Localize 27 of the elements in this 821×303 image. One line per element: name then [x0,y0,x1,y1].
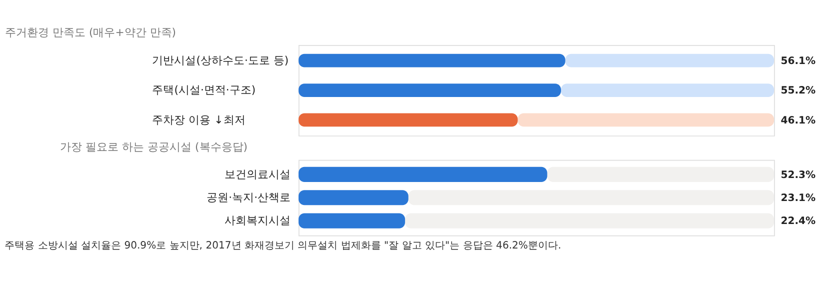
data-label: 23.1% [780,192,816,204]
bar [565,54,774,68]
bar [408,190,774,206]
bar [298,190,408,206]
bar [547,166,774,182]
bar [298,213,406,228]
data-label: 22.4% [780,216,816,228]
y-tick-label: 기반시설(상하수도·도로 등) [152,54,289,67]
y-tick-label: 주차장 이용 ↓최저 [152,113,246,126]
bar [405,213,774,228]
y-tick-label: 공원·녹지·산책로 [206,190,291,204]
data-label: 55.2% [780,86,816,97]
data-label: 46.1% [780,115,816,126]
text: 주거환경 만족도 (매우+약간 만족) [5,26,176,39]
data-label: 52.3% [780,170,816,181]
bar [298,113,518,127]
bar [561,84,774,97]
text: 주택용 소방시설 설치율은 90.9%로 높지만, 2017년 화재경보기 의무설치 법제화를 "잘 알고 있다"는 응답은 46.2%뿐이다. [4,240,562,252]
y-tick-label: 사회복지시설 [224,214,291,228]
text: 가장 필요로 하는 공공시설 (복수응답) [60,140,248,154]
bar [298,84,562,97]
y-tick-label: 보건의료시설 [224,168,291,181]
bar [298,54,566,68]
bar [298,166,548,182]
y-tick-label: 주택(시설·면적·구조) [152,84,256,97]
data-label: 56.1% [780,56,816,67]
bar [518,113,774,127]
